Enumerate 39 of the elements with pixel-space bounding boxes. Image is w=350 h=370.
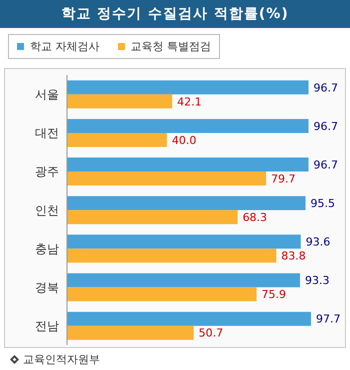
data-label: 97.7: [316, 312, 340, 326]
data-label: 96.7: [314, 158, 338, 172]
y-tick-label: 대전: [35, 126, 59, 140]
bar: [67, 158, 309, 172]
bar: [67, 234, 301, 249]
bar: [67, 210, 238, 224]
data-label: 75.9: [262, 288, 286, 302]
bar: [67, 273, 300, 288]
data-label: 40.0: [172, 134, 196, 147]
bar: [67, 248, 276, 263]
chart-title: 학교 정수기 수질검사 적합률(%): [0, 0, 350, 28]
data-label: 68.3: [242, 211, 268, 224]
data-label: 42.1: [177, 95, 202, 108]
data-label: 83.8: [281, 250, 306, 263]
y-tick-label: 광주: [35, 164, 59, 179]
data-label: 95.5: [310, 197, 336, 210]
bar: [67, 326, 194, 340]
legend-label: 교육청 특별점검: [130, 39, 211, 54]
legend-label: 학교 자체검사: [29, 39, 100, 54]
data-label: 96.7: [314, 120, 338, 133]
y-tick-label: 전남: [35, 318, 59, 333]
bar: [67, 94, 172, 108]
y-tick-label: 서울: [35, 88, 59, 102]
y-tick-label: 인천: [35, 203, 59, 218]
data-label: 93.3: [305, 274, 330, 288]
text: 교육인적자원부: [23, 352, 100, 367]
data-label: 96.7: [314, 81, 338, 94]
data-label: 93.6: [306, 236, 330, 249]
bar: [67, 287, 257, 302]
bar: [67, 118, 309, 133]
bar: [67, 172, 266, 186]
bar: [67, 196, 306, 210]
bar: [67, 312, 311, 326]
bar: [67, 132, 167, 147]
data-label: 79.7: [271, 172, 296, 186]
data-label: 50.7: [198, 326, 224, 340]
y-tick-label: 충남: [35, 242, 59, 256]
y-tick-label: 경북: [35, 280, 59, 294]
bar: [67, 80, 309, 94]
